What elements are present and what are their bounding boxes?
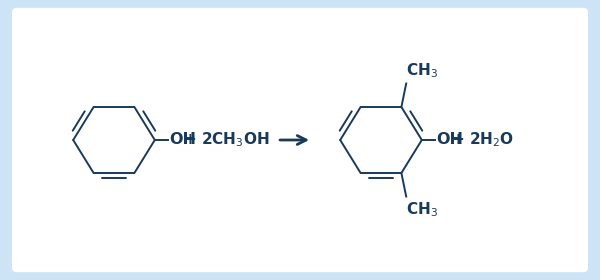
Text: OH: OH bbox=[169, 132, 196, 148]
Text: OH: OH bbox=[436, 132, 463, 148]
FancyBboxPatch shape bbox=[12, 8, 588, 272]
Text: CH$_3$: CH$_3$ bbox=[406, 200, 438, 219]
Text: CH$_3$: CH$_3$ bbox=[406, 61, 438, 80]
Text: + 2H$_2$O: + 2H$_2$O bbox=[451, 131, 514, 149]
Text: + 2CH$_3$OH: + 2CH$_3$OH bbox=[183, 131, 269, 149]
